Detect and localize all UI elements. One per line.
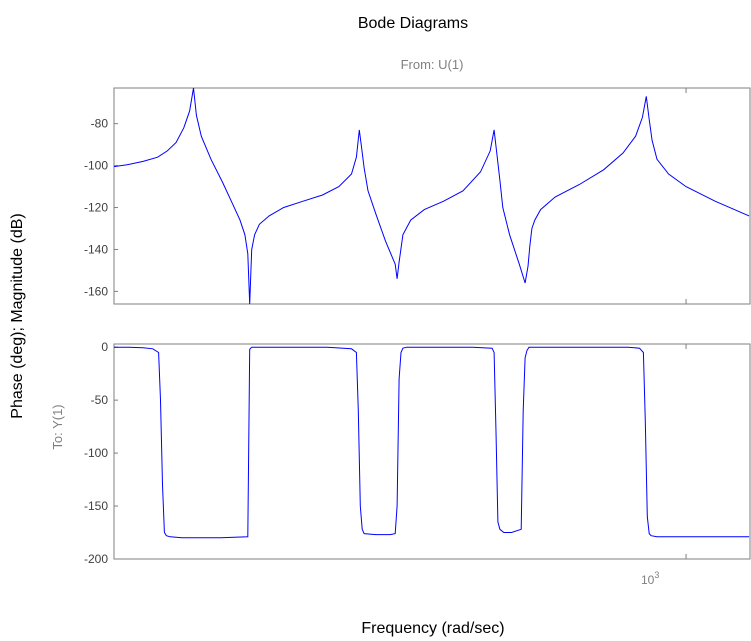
x-tick-exponent: 3	[654, 570, 659, 580]
phase-ytick-label: -50	[91, 393, 109, 407]
magnitude-series-line	[113, 87, 750, 305]
phase-ytick-label: -100	[84, 446, 108, 460]
phase-ytick-label: -150	[84, 499, 108, 513]
x-tick-label: 103	[641, 570, 659, 587]
x-axis-label: Frequency (rad/sec)	[361, 620, 504, 637]
phase-panel: 0 -50 -100 -150 -200	[84, 340, 751, 566]
phase-ytick-label: 0	[101, 340, 108, 354]
magnitude-panel: -80 -100 -120 -140 -160	[84, 87, 751, 305]
magnitude-ytick-label: -140	[84, 242, 108, 256]
x-tick-base: 10	[641, 573, 655, 587]
output-channel-label: To: Y(1)	[50, 404, 65, 449]
magnitude-frame	[113, 87, 751, 305]
magnitude-ytick-label: -80	[91, 117, 109, 131]
phase-series-line	[114, 346, 750, 539]
magnitude-ytick-label: -120	[84, 201, 108, 215]
phase-ytick-label: -200	[84, 552, 108, 566]
y-axis-label: Phase (deg); Magnitude (dB)	[9, 213, 26, 418]
input-channel-label: From: U(1)	[401, 57, 464, 72]
magnitude-ytick-label: -100	[84, 159, 108, 173]
chart-title: Bode Diagrams	[358, 15, 468, 32]
magnitude-ytick-label: -160	[84, 284, 108, 298]
svg-text:103: 103	[641, 570, 659, 587]
phase-frame	[113, 343, 751, 560]
